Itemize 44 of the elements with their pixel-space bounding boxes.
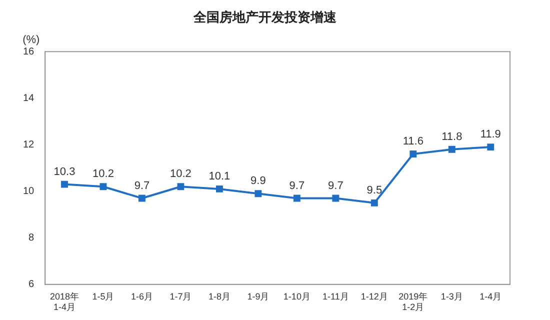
y-tick-label: 12	[23, 139, 35, 150]
data-label: 10.2	[170, 168, 192, 180]
x-tick-label: 1-12月	[360, 291, 388, 302]
point	[138, 194, 146, 202]
point	[254, 190, 262, 198]
data-label: 11.8	[442, 130, 462, 143]
data-label: 10.2	[92, 168, 114, 180]
data-label: 9.7	[328, 180, 344, 192]
y-axis-title: (%)	[22, 34, 40, 46]
point	[370, 199, 378, 206]
point	[100, 183, 107, 190]
point	[61, 180, 68, 188]
point	[293, 194, 300, 202]
x-tick-label: 1-5月	[92, 291, 114, 302]
point	[177, 183, 184, 190]
y-tick-label: 6	[28, 279, 35, 290]
point	[216, 185, 223, 192]
y-tick-label: 10	[23, 186, 35, 198]
data-label: 11.6	[402, 136, 424, 148]
y-tick-label: 16	[23, 46, 35, 58]
chart-title: 全国房地产开发投资增速	[192, 9, 338, 24]
y-tick-label: 14	[23, 92, 35, 104]
x-tick-label: 1-6月	[130, 291, 153, 302]
data-label: 10.1	[208, 170, 230, 182]
point	[448, 146, 456, 153]
data-label: 11.9	[480, 128, 501, 141]
y-tick-label: 8	[28, 232, 35, 244]
x-tick-label: 1-7月	[170, 291, 192, 302]
data-label: 9.7	[289, 180, 305, 192]
point	[487, 144, 494, 151]
x-tick-label: 1-3月	[440, 291, 463, 302]
point	[410, 150, 417, 158]
data-label: 9.7	[134, 180, 150, 192]
point	[332, 194, 340, 202]
data-label: 9.9	[250, 175, 266, 188]
x-tick-label: 1-4月	[480, 291, 502, 302]
data-label: 10.3	[54, 166, 76, 178]
x-tick-label: 1-9月	[247, 291, 270, 302]
data-label: 9.5	[366, 184, 382, 196]
x-tick-label: 1-10月	[283, 291, 310, 302]
x-tick-label: 1-11月	[322, 291, 349, 302]
x-tick-label: 2019年 1-2月	[398, 291, 428, 312]
x-tick-label: 1-8月	[208, 291, 230, 302]
x-tick-label: 2018年 1-4月	[50, 291, 80, 312]
